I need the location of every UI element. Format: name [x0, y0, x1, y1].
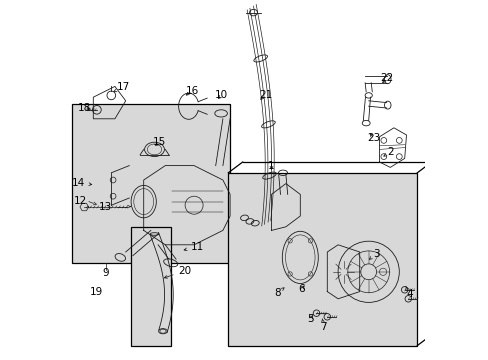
Text: 19: 19 [90, 287, 103, 297]
Text: 21: 21 [258, 90, 271, 100]
Text: 17: 17 [114, 82, 130, 93]
Text: 15: 15 [153, 137, 166, 147]
Text: 2: 2 [383, 147, 393, 157]
Bar [131, 227, 170, 346]
Text: 10: 10 [215, 90, 228, 100]
Bar [228, 173, 416, 346]
Text: 13: 13 [99, 202, 112, 212]
Text: 16: 16 [185, 86, 199, 96]
Bar [72, 104, 230, 263]
Text: 18: 18 [78, 103, 91, 113]
Text: 11: 11 [184, 242, 204, 252]
Text: 1: 1 [267, 161, 274, 171]
Text: 8: 8 [274, 288, 284, 298]
Text: 7: 7 [320, 319, 326, 332]
Text: 23: 23 [366, 133, 379, 143]
Text: 20: 20 [164, 266, 191, 278]
Text: 9: 9 [102, 268, 109, 278]
Text: 14: 14 [71, 177, 92, 188]
Text: 5: 5 [306, 314, 313, 324]
Text: 3: 3 [368, 249, 379, 260]
Text: 22: 22 [379, 73, 392, 84]
Text: 4: 4 [405, 286, 412, 299]
Text: 6: 6 [298, 284, 304, 294]
Text: 12: 12 [74, 196, 87, 206]
